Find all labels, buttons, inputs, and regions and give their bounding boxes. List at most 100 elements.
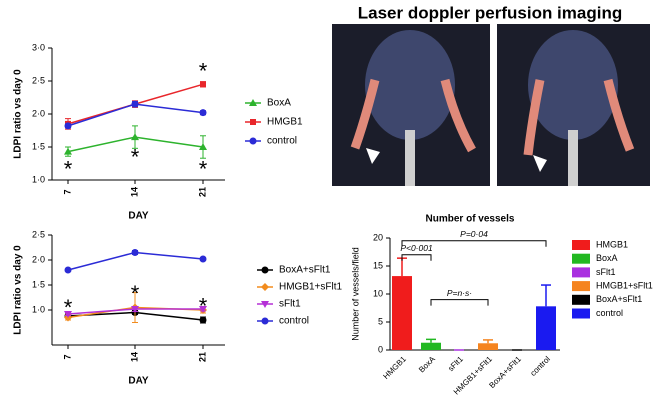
leg (523, 79, 545, 156)
marker (131, 100, 139, 108)
bracket (430, 299, 489, 306)
significance-mark: * (199, 156, 208, 181)
y-tick-label: 2·5 (32, 75, 45, 85)
marker (250, 119, 256, 125)
marker (249, 99, 257, 106)
bracket (401, 240, 547, 247)
tail (568, 130, 578, 186)
legend-label: HMGB1 (267, 117, 303, 128)
marker (199, 255, 207, 263)
legend-label: BoxA (596, 253, 618, 263)
marker (261, 317, 269, 325)
legend-swatch (572, 240, 590, 250)
marker (200, 81, 206, 88)
image-title: Laser doppler perfusion imaging (358, 3, 622, 22)
x-tick-label: 21 (197, 187, 207, 197)
legend-swatch (572, 267, 590, 278)
marker (64, 266, 72, 274)
marker (261, 266, 269, 274)
legend-swatch (572, 253, 590, 264)
bar (536, 306, 556, 350)
marker (261, 301, 269, 308)
marker (131, 306, 139, 313)
p-value: P<0·001 (400, 243, 433, 253)
leg (350, 78, 380, 150)
x-tick-label: 14 (129, 352, 139, 362)
leg (603, 78, 635, 152)
y-tick-label: 15 (373, 260, 383, 270)
significance-mark: * (64, 295, 73, 320)
x-tick-label: 7 (62, 189, 72, 194)
marker (131, 133, 139, 141)
x-tick-label: 21 (197, 352, 207, 362)
body-shape (528, 30, 618, 140)
bar (478, 343, 498, 350)
x-tick-label: HMGB1 (381, 354, 408, 381)
marker (199, 109, 207, 117)
marker (64, 122, 72, 130)
x-tick-label: control (529, 354, 553, 378)
x-tick-label: BoxA (417, 354, 437, 374)
y-tick-label: 1·0 (32, 174, 45, 184)
y-tick-label: 2·5 (32, 229, 45, 239)
leg (440, 78, 476, 153)
legend-swatch (572, 281, 590, 292)
x-tick-label: sFlt1 (446, 354, 465, 373)
y-tick-label: 20 (373, 232, 383, 242)
marker (199, 316, 207, 324)
bar (392, 276, 412, 350)
marker (249, 137, 257, 145)
significance-mark: * (131, 144, 140, 169)
arrowhead (533, 155, 547, 172)
marker (199, 143, 207, 150)
p-value: P=0·04 (460, 229, 488, 239)
legend-label: sFlt1 (279, 299, 301, 310)
legend-label: control (267, 136, 297, 147)
bracket (401, 254, 432, 261)
bar (421, 342, 441, 350)
legend-swatch (572, 308, 590, 319)
y-tick-label: 1·5 (32, 279, 45, 289)
legend-label: HMGB1+sFlt1 (279, 282, 343, 293)
marker (199, 306, 207, 313)
legend-label: BoxA+sFlt1 (596, 294, 642, 304)
legend-label: HMGB1+sFlt1 (596, 280, 653, 290)
y-tick-label: 3·0 (32, 42, 45, 52)
y-tick-label: 0 (378, 344, 383, 354)
x-tick-label: 7 (62, 354, 72, 359)
significance-mark: * (64, 156, 73, 181)
y-axis-label: LDPI ratio vs day 0 (13, 69, 24, 159)
y-tick-label: 10 (373, 288, 383, 298)
x-tick-label: BoxA+sFlt1 (487, 354, 523, 390)
y-tick-label: 1·5 (32, 141, 45, 151)
y-tick-label: 2·0 (32, 254, 45, 264)
x-axis-label: DAY (128, 211, 149, 222)
significance-mark: * (199, 59, 208, 84)
legend-label: control (596, 308, 623, 318)
marker (64, 147, 72, 155)
chart-title: Number of vessels (426, 214, 515, 225)
y-tick-label: 2·0 (32, 108, 45, 118)
legend-label: BoxA+sFlt1 (279, 265, 331, 276)
marker (261, 283, 269, 291)
x-axis-label: DAY (128, 376, 149, 387)
tail (405, 130, 415, 186)
significance-mark: * (131, 281, 140, 306)
legend-label: control (279, 316, 309, 327)
arrowhead (366, 148, 380, 164)
body-shape (365, 30, 455, 140)
legend-label: sFlt1 (596, 267, 616, 277)
legend-label: HMGB1 (596, 239, 628, 249)
perfusion-images (332, 24, 650, 186)
marker (131, 249, 139, 256)
y-axis-label: Number of vessels/field (350, 247, 360, 341)
legend-label: BoxA (267, 98, 291, 109)
y-axis-label: LDPI ratio vs day 0 (13, 245, 24, 335)
y-tick-label: 5 (378, 316, 383, 326)
legend-swatch (572, 294, 590, 305)
p-value: P=n·s· (447, 288, 472, 298)
y-tick-label: 1·0 (32, 304, 45, 314)
marker (64, 311, 72, 318)
x-tick-label: 14 (129, 187, 139, 197)
